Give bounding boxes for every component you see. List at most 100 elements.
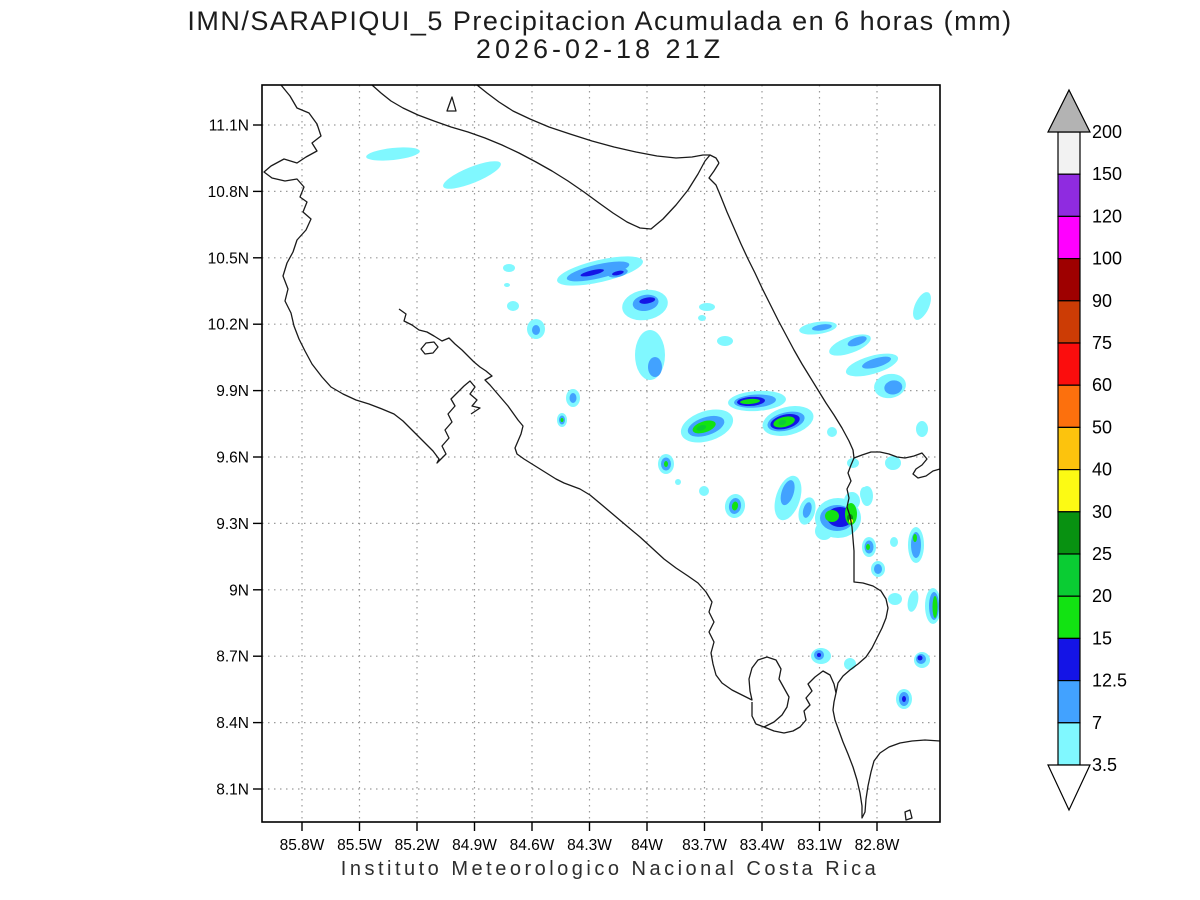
colorbar-label: 200 bbox=[1092, 122, 1122, 142]
colorbar-label: 150 bbox=[1092, 164, 1122, 184]
precip-contour-level-12.5 bbox=[580, 269, 604, 277]
precip-contour-level-7 bbox=[884, 380, 903, 395]
lat-tick-label: 9N bbox=[229, 582, 249, 599]
lon-tick-label: 84.9W bbox=[452, 837, 497, 854]
precip-contour-level-3.5 bbox=[507, 301, 519, 311]
precip-contour-level-12.5 bbox=[639, 297, 656, 304]
precip-contour-level-15 bbox=[866, 544, 870, 550]
precip-contour-level-15 bbox=[740, 398, 760, 405]
colorbar-label: 120 bbox=[1092, 206, 1122, 226]
colorbar-segment bbox=[1057, 384, 1081, 429]
colorbar-label: 75 bbox=[1092, 333, 1112, 353]
precip-cell bbox=[829, 334, 871, 356]
precip-cell bbox=[890, 537, 898, 547]
precip-contour-level-3.5 bbox=[443, 161, 501, 189]
precip-contour-level-7 bbox=[780, 480, 795, 506]
lat-tick-label: 10.5N bbox=[208, 250, 249, 267]
precip-cell bbox=[699, 303, 715, 311]
colorbar-segment bbox=[1057, 300, 1081, 344]
precip-cell bbox=[504, 283, 510, 287]
lat-tick-label: 9.9N bbox=[216, 383, 249, 400]
precip-contour-level-7 bbox=[862, 356, 892, 369]
colorbar-segment bbox=[1057, 173, 1081, 217]
precip-cell bbox=[871, 561, 885, 577]
page-subtitle-valid-time: 2026-02-18 21Z bbox=[475, 34, 725, 64]
colorbar-label: 7 bbox=[1092, 713, 1102, 733]
precip-contour-level-15 bbox=[913, 534, 917, 542]
precip-cell bbox=[925, 588, 940, 624]
precip-contour-level-7 bbox=[847, 336, 867, 347]
precip-contour-level-3.5 bbox=[717, 336, 733, 346]
precip-cell bbox=[847, 458, 859, 468]
colorbar-label: 100 bbox=[1092, 249, 1122, 269]
precip-cell bbox=[827, 427, 837, 437]
colorbar-segment bbox=[1057, 679, 1081, 724]
precip-cell bbox=[874, 373, 906, 399]
precip-cell bbox=[774, 475, 802, 521]
precip-contour-level-3.5 bbox=[847, 458, 859, 468]
coastline-mainland-south bbox=[398, 308, 940, 819]
axis-labels: 11.1N 10.8N 10.5N 10.2N 9.9N 9.6N 9.3N 9N 8.7N 8.… bbox=[208, 118, 900, 855]
precip-contour-level-12.5 bbox=[612, 270, 624, 276]
lat-tick-label: 9.6N bbox=[216, 450, 249, 467]
lat-tick-label: 10.8N bbox=[208, 184, 249, 201]
colorbar-label: 15 bbox=[1092, 628, 1112, 648]
precip-contour-level-12.5 bbox=[817, 653, 821, 657]
precip-contour-level-12.5 bbox=[902, 696, 906, 702]
precip-contour-level-3.5 bbox=[888, 593, 902, 605]
precip-cell bbox=[913, 292, 931, 320]
axis-ticks bbox=[253, 124, 878, 831]
coastline-pacific-nicoya bbox=[263, 85, 481, 464]
precip-contour-level-3.5 bbox=[366, 147, 420, 161]
lon-tick-label: 85.5W bbox=[337, 837, 382, 854]
precip-cell bbox=[503, 264, 515, 272]
precip-contour-level-3.5 bbox=[699, 486, 709, 496]
precip-contour-level-7 bbox=[532, 325, 540, 335]
precip-cell bbox=[861, 486, 873, 506]
colorbar-label: 3.5 bbox=[1092, 755, 1117, 775]
lat-tick-label: 8.1N bbox=[216, 782, 249, 799]
precip-contour-level-20 bbox=[696, 425, 707, 431]
precip-cell bbox=[888, 593, 902, 605]
precip-contour-level-3.5 bbox=[675, 479, 681, 485]
precip-contour-level-15 bbox=[932, 596, 938, 618]
map-frame bbox=[261, 84, 941, 823]
precip-cell bbox=[699, 486, 709, 496]
lon-tick-label: 83.4W bbox=[740, 837, 785, 854]
precip-contour-level-12.5 bbox=[917, 655, 923, 661]
colorbar-segment bbox=[1057, 553, 1081, 597]
precip-contour-level-3.5 bbox=[916, 421, 928, 437]
latlon-gridlines bbox=[262, 85, 940, 822]
islet-south bbox=[904, 809, 913, 821]
precip-cell bbox=[908, 527, 924, 563]
lon-tick-label: 84.6W bbox=[510, 837, 555, 854]
lat-tick-label: 10.2N bbox=[208, 317, 249, 334]
precip-contour-level-7 bbox=[874, 564, 882, 574]
precip-cell bbox=[798, 497, 816, 525]
precip-contour-level-7 bbox=[812, 324, 832, 331]
colorbar-segment bbox=[1057, 131, 1081, 175]
precip-contour-level-3.5 bbox=[844, 658, 856, 670]
precip-contour-level-7 bbox=[569, 393, 577, 403]
lat-tick-label: 11.1N bbox=[209, 118, 249, 135]
colorbar-label: 50 bbox=[1092, 417, 1112, 437]
precip-contour-level-15 bbox=[825, 510, 839, 522]
precip-cell bbox=[815, 492, 861, 540]
precip-contour-level-15 bbox=[731, 501, 739, 511]
precip-contour-level-7 bbox=[802, 502, 812, 518]
colorbar-label: 20 bbox=[1092, 586, 1112, 606]
lon-tick-label: 82.8W bbox=[855, 837, 900, 854]
colorbar-label: 25 bbox=[1092, 544, 1112, 564]
precip-cell bbox=[717, 336, 733, 346]
precip-cell bbox=[896, 689, 912, 709]
precip-cell bbox=[762, 406, 814, 436]
colorbar-label: 60 bbox=[1092, 375, 1112, 395]
coastline-group bbox=[263, 85, 940, 821]
precip-contour-level-3.5 bbox=[913, 292, 931, 320]
precipitation-cells bbox=[366, 147, 940, 709]
colorbar-arrow-above-max bbox=[1047, 88, 1091, 133]
precip-contour-level-3.5 bbox=[907, 590, 919, 612]
precip-contour-level-3.5 bbox=[890, 537, 898, 547]
